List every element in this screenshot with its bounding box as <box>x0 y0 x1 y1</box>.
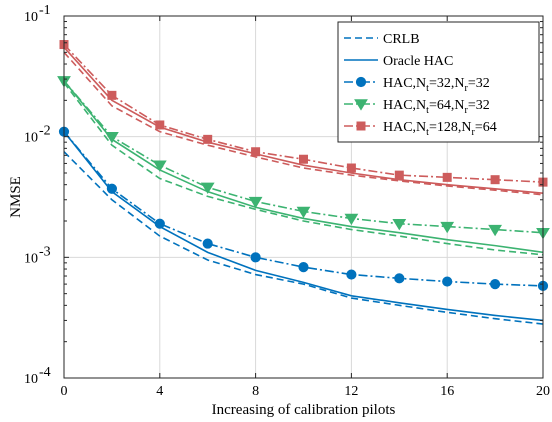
legend-label: HAC,Nt=32,Nr=32 <box>383 76 490 94</box>
series-1-crlb <box>63 151 544 325</box>
x-tick-label: 8 <box>252 384 259 399</box>
y-tick-label: 10 <box>24 10 38 25</box>
series-3-oracle-line <box>63 46 544 194</box>
series-1-hac-point <box>394 273 405 284</box>
series-3-hac <box>59 40 548 187</box>
series-1-hac-point <box>442 276 453 287</box>
series-1-hac-point <box>250 252 261 263</box>
series-2-hac-point <box>105 131 119 144</box>
series-3-oracle <box>63 46 544 194</box>
x-tick-label: 16 <box>440 384 454 399</box>
y-tick-label: 10 <box>24 131 38 146</box>
series-2-hac-point <box>344 213 359 226</box>
x-tick-label: 20 <box>536 384 550 399</box>
legend-marker-sample <box>354 99 368 111</box>
series-3-crlb-line <box>63 51 544 196</box>
legend-entry: CRLB <box>344 32 420 47</box>
series-3-hac-point <box>251 147 261 157</box>
legend-label: HAC,Nt=64,Nr=32 <box>383 98 490 116</box>
series-1-hac <box>58 126 549 291</box>
legend-entry: HAC,Nt=32,Nr=32 <box>344 76 490 94</box>
x-tick-label: 4 <box>156 384 163 399</box>
series-2-hac-point <box>488 224 502 237</box>
series-1-hac-point <box>154 218 165 229</box>
legend-label: CRLB <box>383 32 420 47</box>
y-tick-label: 10 <box>24 372 38 387</box>
series-1-hac-point <box>298 261 309 273</box>
y-axis-label: NMSE <box>8 176 24 218</box>
series-3-hac-point <box>203 134 213 144</box>
series-3-hac-point <box>442 172 452 182</box>
y-tick-exponent: -4 <box>39 365 51 380</box>
series-2-crlb-line <box>63 82 544 256</box>
x-tick-label: 12 <box>344 384 358 399</box>
legend-marker-sample <box>355 76 367 88</box>
series-lines <box>57 40 550 325</box>
legend: CRLB Oracle HAC HAC,Nt=32,Nr=32 HAC,Nt=64,N… <box>337 21 540 143</box>
series-3-hac-point <box>299 154 308 164</box>
series-2-hac-point <box>200 182 215 195</box>
series-2-hac <box>57 76 550 240</box>
legend-box <box>337 21 540 143</box>
legend-label: Oracle HAC <box>383 54 453 69</box>
series-2-hac-point <box>296 206 311 219</box>
series-3-hac-point <box>394 170 404 180</box>
series-1-oracle <box>63 131 544 322</box>
y-tick-exponent: -1 <box>39 3 51 18</box>
y-tick-label: 10 <box>24 251 38 266</box>
legend-label: HAC,Nt=128,Nr=64 <box>383 120 497 138</box>
series-2-hac-point <box>440 221 455 234</box>
legend-entry: HAC,Nt=64,Nr=32 <box>344 98 490 116</box>
series-3-hac-point <box>107 90 117 100</box>
series-2-oracle-line <box>63 80 544 254</box>
x-axis-label: Increasing of calibration pilots <box>212 402 396 418</box>
plot-frame <box>63 15 544 379</box>
legend-entry: HAC,Nt=128,Nr=64 <box>344 120 497 138</box>
legend-marker-sample <box>356 121 366 131</box>
series-3-hac-point <box>346 163 356 173</box>
series-3-crlb <box>63 51 544 196</box>
y-tick-exponent: -2 <box>39 124 51 139</box>
series-1-hac-point <box>106 183 118 194</box>
series-1-hac-point <box>346 269 357 280</box>
series-3-hac-point <box>155 120 165 130</box>
series-1-crlb-line <box>63 151 544 325</box>
x-tick-label: 0 <box>61 384 68 399</box>
series-2-hac-point <box>152 160 167 172</box>
series-1-hac-point <box>202 238 213 249</box>
series-1-oracle-line <box>63 131 544 322</box>
series-2-hac-point <box>248 196 263 209</box>
y-tick-exponent: -3 <box>39 244 51 259</box>
series-2-hac-point <box>392 218 407 231</box>
series-2-oracle <box>63 80 544 254</box>
series-2-crlb <box>63 82 544 256</box>
series-3-hac-point <box>490 175 500 185</box>
series-1-hac-point <box>490 279 501 290</box>
legend-entry: Oracle HAC <box>344 54 453 69</box>
